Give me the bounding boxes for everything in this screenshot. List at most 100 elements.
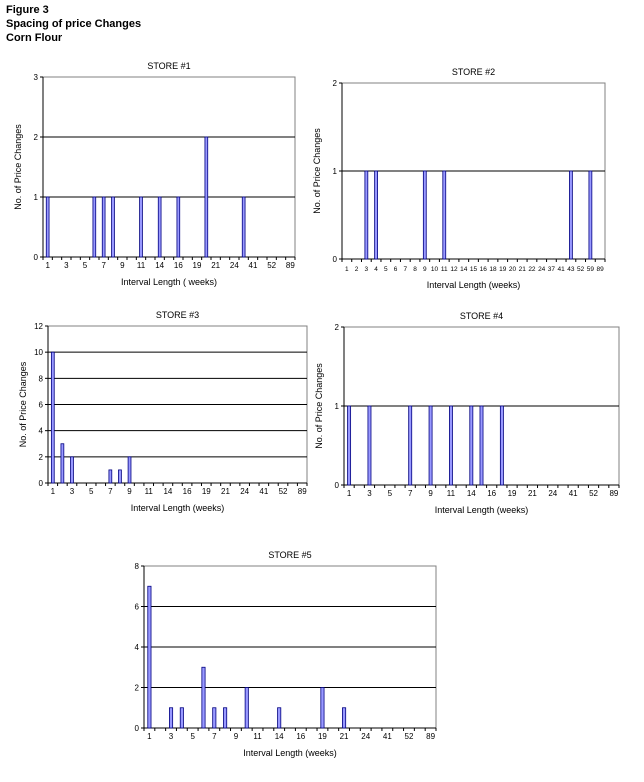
x-tick-label: 3 <box>64 261 69 270</box>
x-tick-label: 9 <box>234 732 239 741</box>
y-tick-label: 1 <box>34 193 39 202</box>
bar <box>469 405 474 486</box>
x-tick-label: 52 <box>267 261 276 270</box>
bar <box>50 351 55 484</box>
x-tick-label: 7 <box>101 261 106 270</box>
bar <box>169 707 174 729</box>
x-tick-label: 41 <box>569 489 578 498</box>
x-tick-label: 52 <box>405 732 414 741</box>
bar <box>244 687 249 729</box>
bar <box>442 170 447 260</box>
bar <box>45 196 50 258</box>
x-tick-label: 24 <box>230 261 239 270</box>
x-tick-label: 11 <box>441 266 448 273</box>
y-tick-label: 8 <box>135 562 140 571</box>
x-tick-label: 89 <box>298 487 307 496</box>
y-axis-label: No. of Price Changes <box>13 124 23 210</box>
x-tick-label: 11 <box>137 261 146 270</box>
y-tick-label: 2 <box>335 323 340 332</box>
bar <box>127 456 132 484</box>
bar <box>374 170 378 260</box>
x-tick-label: 20 <box>509 266 517 273</box>
x-tick-label: 2 <box>355 266 359 273</box>
x-tick-label: 89 <box>426 732 435 741</box>
y-tick-label: 6 <box>135 603 140 612</box>
chart-title: STORE #1 <box>147 61 190 71</box>
bar <box>367 405 372 486</box>
y-tick-label: 0 <box>39 479 44 488</box>
y-tick-label: 3 <box>34 73 39 82</box>
bar <box>111 196 115 258</box>
x-axis-label: Interval Length ( weeks) <box>121 277 217 287</box>
figure-subtitle: Corn Flour <box>6 32 63 44</box>
bar <box>408 405 413 486</box>
x-tick-label: 21 <box>340 732 349 741</box>
chart-title: STORE #2 <box>452 67 495 77</box>
x-tick-label: 14 <box>467 489 476 498</box>
x-tick-label: 9 <box>428 489 433 498</box>
y-tick-label: 2 <box>39 453 44 462</box>
chart-title: STORE #4 <box>460 311 503 321</box>
x-tick-label: 41 <box>249 261 258 270</box>
x-tick-label: 52 <box>577 266 585 273</box>
y-tick-label: 2 <box>34 133 39 142</box>
x-tick-label: 52 <box>279 487 288 496</box>
x-tick-label: 89 <box>597 266 605 273</box>
x-tick-label: 16 <box>174 261 183 270</box>
x-tick-label: 1 <box>51 487 56 496</box>
y-tick-label: 2 <box>135 684 140 693</box>
x-tick-label: 41 <box>558 266 566 273</box>
bar <box>204 136 209 258</box>
y-tick-label: 6 <box>39 401 44 410</box>
x-tick-label: 16 <box>183 487 192 496</box>
bar <box>422 170 427 260</box>
bar <box>347 405 352 486</box>
y-tick-label: 1 <box>333 167 338 176</box>
y-axis-label: No. of Price Changes <box>312 128 322 214</box>
x-tick-label: 16 <box>296 732 305 741</box>
x-tick-label: 5 <box>384 266 388 273</box>
x-tick-label: 89 <box>609 489 618 498</box>
figure-number: Figure 3 <box>6 4 49 16</box>
figure-title: Spacing of price Changes <box>6 18 142 30</box>
x-tick-label: 43 <box>567 266 575 273</box>
x-tick-label: 5 <box>190 732 195 741</box>
x-axis-label: Interval Length (weeks) <box>427 280 521 290</box>
bar <box>212 707 217 729</box>
x-tick-label: 7 <box>408 489 413 498</box>
x-tick-label: 24 <box>240 487 249 496</box>
figure-header: Figure 3 Spacing of price Changes Corn F… <box>6 3 141 45</box>
bar <box>139 196 143 258</box>
x-tick-label: 7 <box>404 266 408 273</box>
bar <box>179 707 184 729</box>
bar <box>241 196 246 258</box>
x-tick-label: 14 <box>163 487 172 496</box>
x-tick-label: 11 <box>145 487 154 496</box>
y-axis-label: No. of Price Changes <box>314 363 324 449</box>
bar <box>157 196 162 258</box>
bar <box>449 405 453 486</box>
bar <box>60 443 65 484</box>
y-tick-label: 4 <box>135 643 140 652</box>
x-tick-label: 41 <box>383 732 392 741</box>
x-tick-label: 22 <box>528 266 536 273</box>
bar <box>118 469 122 484</box>
x-tick-label: 24 <box>548 489 557 498</box>
x-tick-label: 21 <box>211 261 220 270</box>
x-tick-label: 7 <box>212 732 217 741</box>
x-tick-label: 6 <box>394 266 398 273</box>
x-tick-label: 21 <box>528 489 537 498</box>
x-tick-label: 16 <box>480 266 488 273</box>
bar <box>277 707 282 729</box>
chart-title: STORE #5 <box>268 550 311 560</box>
x-tick-label: 5 <box>388 489 393 498</box>
x-tick-label: 19 <box>499 266 507 273</box>
x-tick-label: 19 <box>318 732 327 741</box>
y-tick-label: 12 <box>34 322 43 331</box>
x-tick-label: 4 <box>374 266 378 273</box>
bar <box>223 707 228 729</box>
